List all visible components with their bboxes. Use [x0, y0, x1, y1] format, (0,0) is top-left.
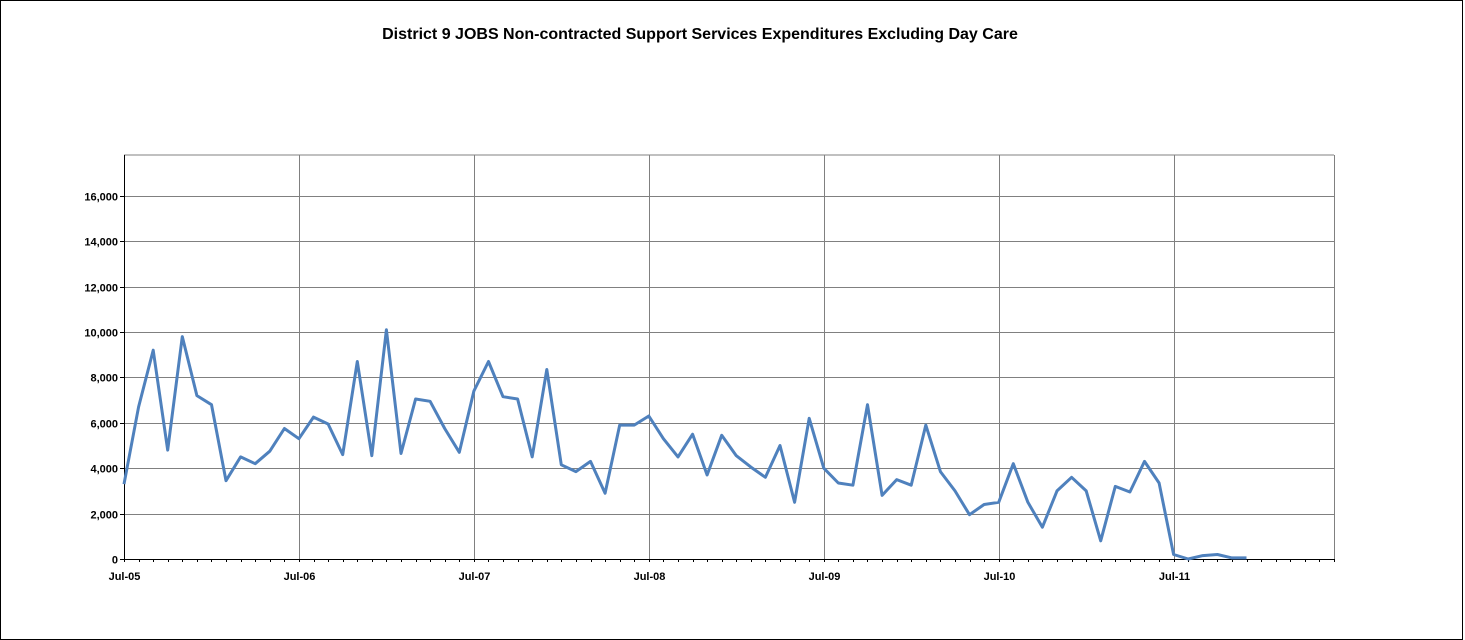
x-tick-label: Jul-07	[459, 571, 491, 583]
x-tick-label: Jul-11	[1159, 571, 1190, 583]
y-tick-label: 0	[112, 555, 118, 567]
x-tick-label: Jul-09	[809, 571, 841, 583]
line-chart: 0 2,000 4,000 6,000 8,000 10,000 12,000 14,000 1…	[84, 154, 1335, 583]
x-axis-ticks: Jul-05 Jul-06 Jul-07 Jul-08 Jul-09 Jul-10 Jul-…	[109, 559, 1335, 583]
y-tick-label: 16,000	[84, 192, 118, 204]
y-tick-label: 14,000	[84, 237, 118, 249]
y-tick-label: 6,000	[90, 419, 118, 431]
y-tick-label: 12,000	[84, 283, 118, 295]
y-tick-label: 2,000	[90, 510, 118, 522]
y-axis-ticks: 0 2,000 4,000 6,000 8,000 10,000 12,000 14,000 1…	[84, 192, 124, 567]
series-line-group	[122, 328, 1247, 561]
x-tick-label: Jul-06	[284, 571, 316, 583]
y-tick-label: 8,000	[90, 373, 118, 385]
x-tick-label: Jul-05	[109, 571, 141, 583]
x-tick-label: Jul-08	[634, 571, 666, 583]
series-line	[122, 328, 1247, 561]
axes	[124, 155, 1335, 560]
grid-lines	[124, 154, 1335, 559]
x-tick-label: Jul-10	[984, 571, 1016, 583]
y-tick-label: 4,000	[90, 464, 118, 476]
y-tick-label: 10,000	[84, 328, 118, 340]
chart-title: District 9 JOBS Non-contracted Support S…	[382, 26, 1018, 43]
